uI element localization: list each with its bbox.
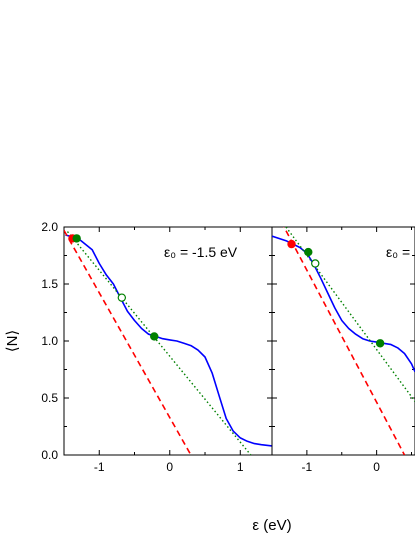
x-tick-label: -1 — [302, 460, 313, 474]
series-group — [272, 227, 415, 455]
y-tick-label: 2.0 — [41, 220, 58, 234]
y-axis-label: ⟨N⟩ — [4, 330, 21, 353]
series-line-dashed — [64, 230, 192, 455]
panel-right: -1 0 ε₀ = — [271, 226, 415, 474]
series-line-dotted — [66, 231, 252, 455]
panel-annotation: ε₀ = -1.5 eV — [164, 244, 238, 260]
series-group — [64, 230, 272, 455]
plot-frame — [63, 226, 273, 456]
y-tick-label: 1.0 — [41, 334, 58, 348]
x-tick-label: -1 — [94, 460, 105, 474]
x-tick-label: 1 — [237, 460, 244, 474]
y-tick-label: 0.0 — [41, 448, 58, 462]
marker-filled — [72, 234, 81, 243]
marker-filled — [150, 332, 159, 341]
series-line-solid — [65, 234, 272, 447]
marker-open — [311, 259, 320, 268]
x-tick-label: 0 — [373, 460, 380, 474]
panel-annotation: ε₀ = — [386, 244, 410, 260]
y-tick-label: 1.5 — [41, 277, 58, 291]
panel-left: -1 0 1 0.0 0.5 1.0 1.5 2.0 ε₀ = -1.5 eV — [41, 220, 273, 474]
marker-filled — [287, 239, 296, 249]
marker-filled — [304, 247, 313, 257]
marker-open — [117, 293, 127, 302]
series-line-dashed — [283, 227, 406, 455]
marker-filled — [375, 339, 385, 348]
x-axis-label: ε (eV) — [252, 517, 291, 534]
y-tick-label: 0.5 — [41, 391, 58, 405]
x-tick-label: 0 — [166, 460, 173, 474]
